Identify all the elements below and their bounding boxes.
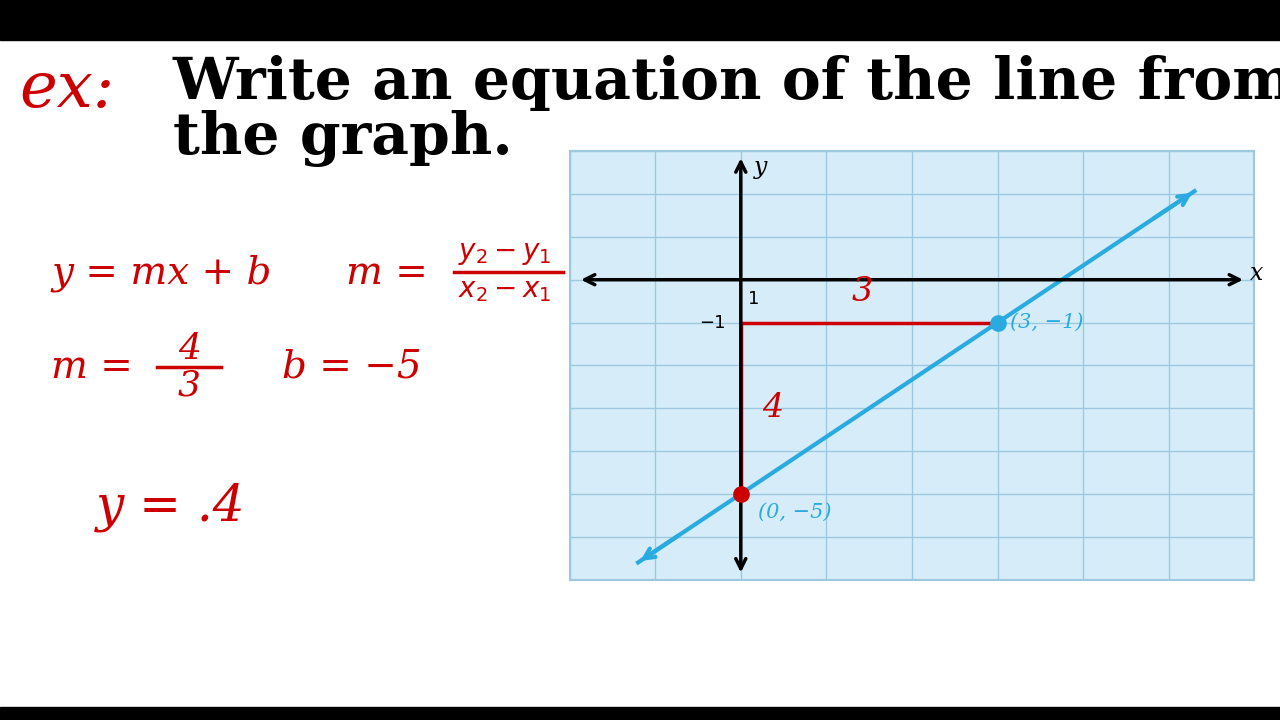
Text: m =: m = [51, 348, 133, 386]
Text: y = mx + b: y = mx + b [51, 255, 271, 292]
Text: 4: 4 [762, 392, 783, 424]
Text: m =: m = [346, 255, 428, 292]
Bar [0, 707, 1280, 720]
Text: b = −5: b = −5 [282, 348, 421, 386]
Text: ex:: ex: [19, 59, 114, 121]
Text: $y_2 - y_1$: $y_2 - y_1$ [458, 240, 552, 267]
Text: y = .4: y = .4 [96, 483, 246, 532]
Text: the graph.: the graph. [173, 109, 512, 167]
Text: 4: 4 [178, 332, 201, 366]
Text: −1: −1 [699, 313, 726, 331]
Text: Write an equation of the line from: Write an equation of the line from [173, 55, 1280, 111]
Text: (0, −5): (0, −5) [758, 503, 832, 521]
Bar [0, 0, 1280, 40]
Text: x: x [1251, 262, 1263, 285]
Text: 3: 3 [852, 276, 873, 307]
Text: $x_2 - x_1$: $x_2 - x_1$ [458, 277, 552, 305]
Text: (3, −1): (3, −1) [1010, 313, 1084, 332]
Text: 1: 1 [748, 289, 759, 307]
Text: y: y [754, 156, 767, 179]
Text: 3: 3 [178, 369, 201, 403]
